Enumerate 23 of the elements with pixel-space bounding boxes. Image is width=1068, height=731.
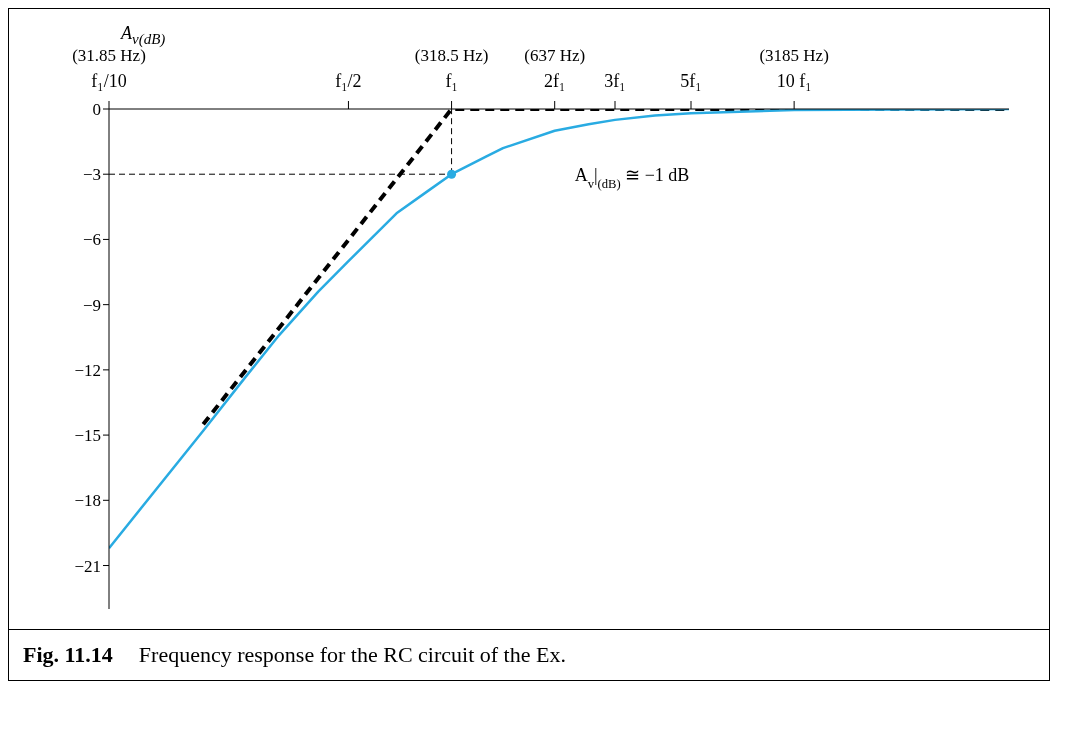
y-tick-label: −18 [74, 491, 101, 511]
x-tick-label: (318.5 Hz) [414, 46, 489, 65]
text: Frequency response for the RC circuit of the Ex. [138, 642, 566, 667]
text: 10 f₁ [776, 71, 812, 91]
y-tick-label: −12 [74, 360, 101, 380]
text: f₁/10 [91, 71, 127, 91]
text: f₁ [445, 71, 458, 91]
text: 2f₁ [544, 71, 566, 91]
y-tick-label: −6 [82, 230, 101, 250]
text: 5f₁ [680, 71, 702, 91]
y-tick-label: 0 [92, 100, 101, 120]
x-tick-label: (637 Hz) [524, 46, 586, 65]
text: 3f₁ [604, 71, 626, 91]
y-axis-title: A$_{v(dB)}$ [121, 23, 166, 48]
x-tick-label: (3185 Hz) [759, 46, 829, 65]
y-tick-label: −9 [82, 295, 101, 315]
annotation: A$_{v}$|$_{(dB)}$ ≅ −1 dB [574, 164, 690, 191]
y-tick-label: −21 [74, 556, 101, 576]
y-tick-label: −3 [82, 165, 101, 185]
caption: Fig. 11.14 [23, 642, 113, 667]
x-tick-label: (31.85 Hz) [72, 46, 146, 65]
text: f₁/2 [335, 71, 362, 91]
y-tick-label: −15 [74, 426, 101, 446]
